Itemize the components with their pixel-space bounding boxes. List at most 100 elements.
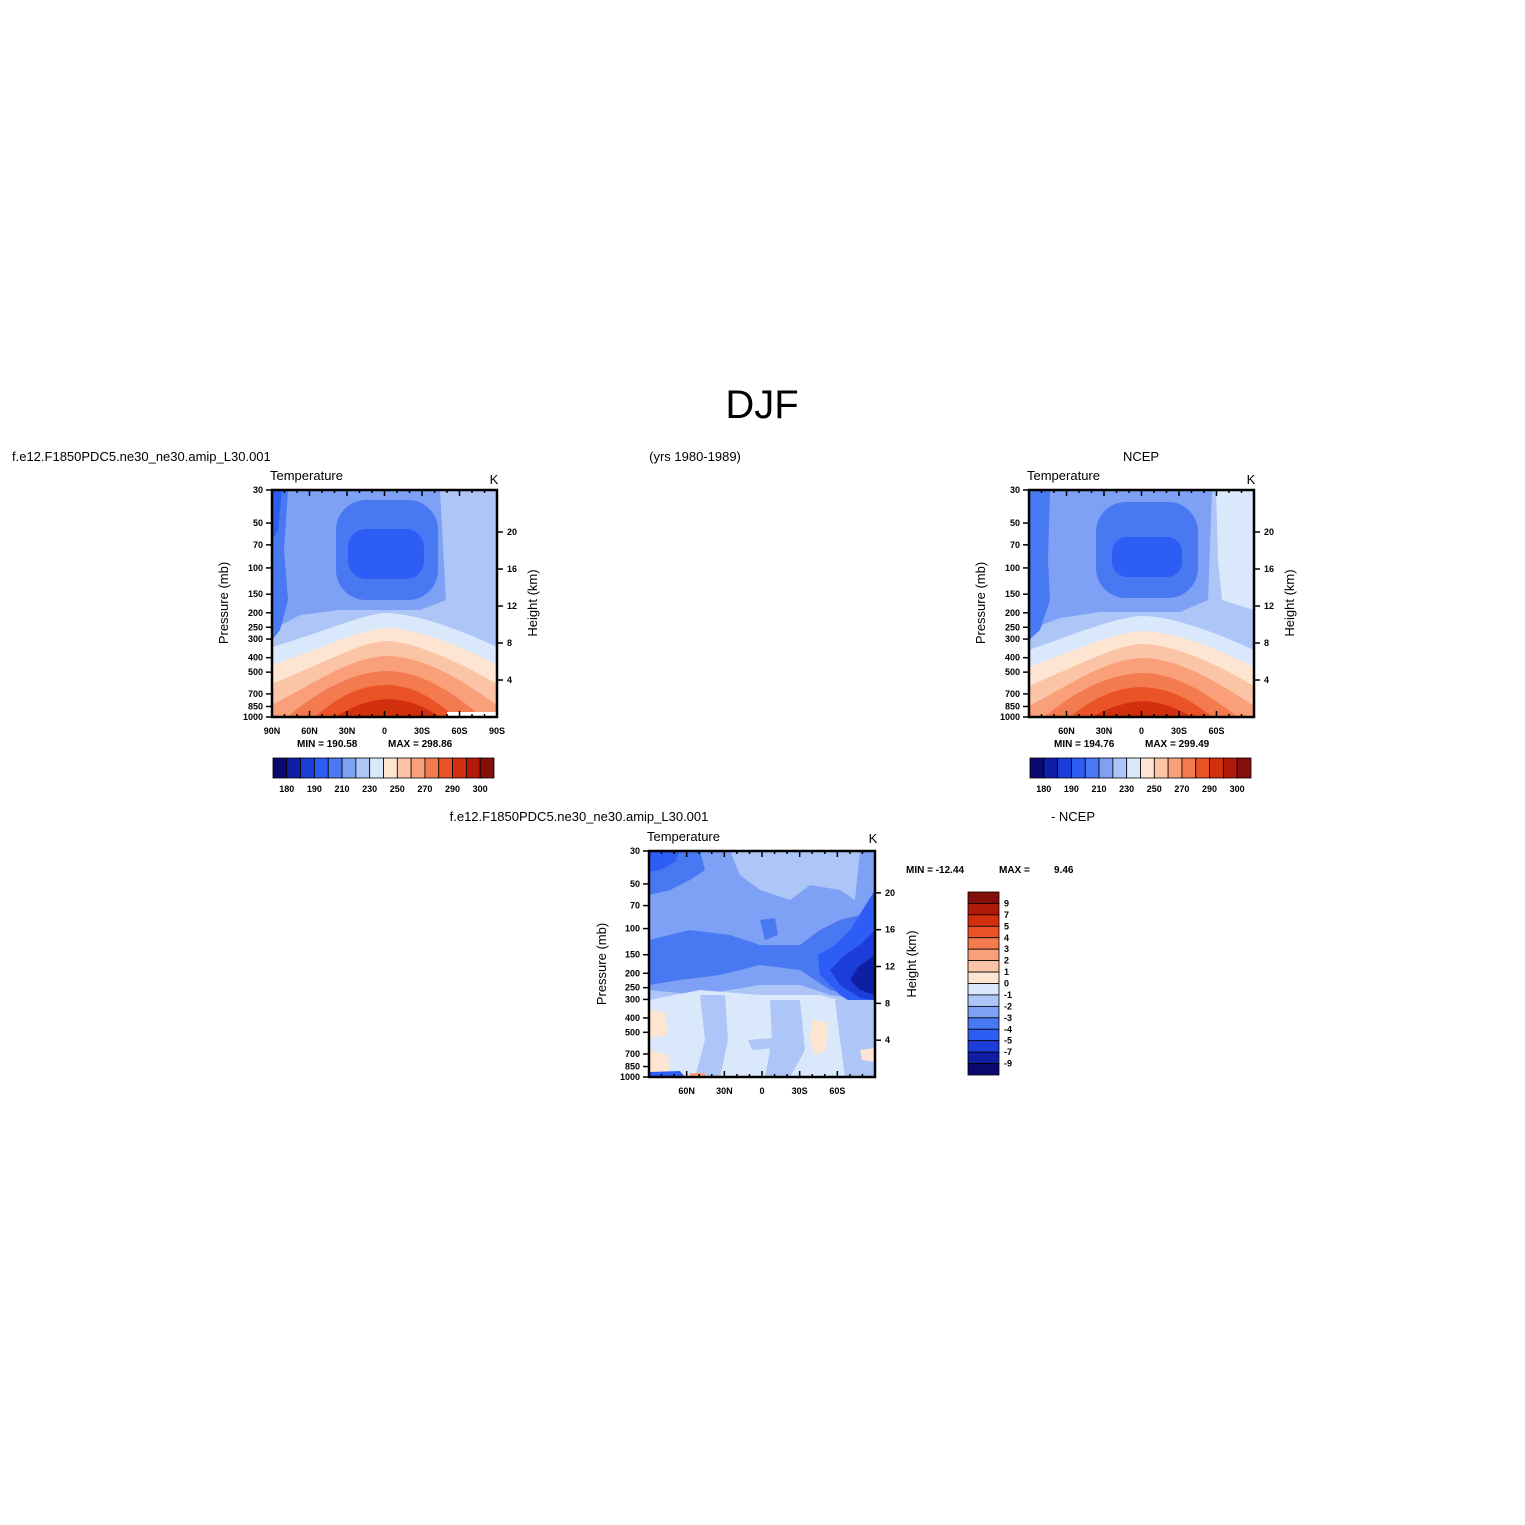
y-tick-label: 30 (253, 485, 263, 495)
y-tick-label: 700 (1005, 689, 1020, 699)
x-tick-label: 60N (1058, 726, 1075, 736)
y-tick-label: 1000 (1000, 712, 1020, 722)
colorbar-tick-label: -1 (1004, 990, 1012, 1000)
y2-tick-label: 20 (885, 888, 895, 898)
colorbar-tick-label: 5 (1004, 921, 1009, 931)
y-tick-label: 250 (1005, 622, 1020, 632)
colorbar-swatch (1209, 757, 1224, 779)
obs-contour-field (1029, 490, 1254, 717)
colorbar-tick-label: 1 (1004, 967, 1009, 977)
diff-units: K (869, 831, 878, 846)
y2-tick-label: 4 (885, 1035, 890, 1045)
years-label: (yrs 1980-1989) (649, 449, 741, 464)
colorbar-tick-label: -2 (1004, 1001, 1012, 1011)
y2-tick-label: 4 (507, 675, 512, 685)
colorbar-tick-label: 270 (1174, 784, 1189, 794)
colorbar-swatch (967, 914, 1000, 927)
y2-tick-label: 8 (1264, 638, 1269, 648)
colorbar-swatch (967, 1017, 1000, 1030)
colorbar-swatch (465, 757, 481, 779)
model-units: K (490, 472, 499, 487)
obs-y2label: Height (km) (1282, 569, 1297, 636)
colorbar-tick-label: 180 (1036, 784, 1051, 794)
colorbar-tick-label: 3 (1004, 944, 1009, 954)
obs-y2-ticks: 20 16 12 8 4 (1254, 527, 1274, 685)
y-tick-label: 150 (248, 589, 263, 599)
y-tick-label: 30 (630, 846, 640, 856)
y2-tick-label: 4 (1264, 675, 1269, 685)
y-tick-label: 30 (1010, 485, 1020, 495)
colorbar-swatch (967, 1040, 1000, 1053)
page-title: DJF (725, 383, 798, 427)
colorbar-swatch (341, 757, 357, 779)
colorbar-swatch (1153, 757, 1169, 779)
y-tick-label: 300 (625, 994, 640, 1004)
obs-units: K (1247, 472, 1256, 487)
colorbar-tick-label: 230 (1119, 784, 1134, 794)
y-tick-label: 500 (1005, 667, 1020, 677)
colorbar-swatch (967, 1051, 1000, 1064)
colorbar-swatch (967, 937, 1000, 950)
y2-tick-label: 16 (1264, 564, 1274, 574)
x-tick-label: 30N (339, 726, 356, 736)
diff-min-label: MIN = -12.44 (906, 865, 965, 876)
y-tick-label: 500 (625, 1027, 640, 1037)
y2-tick-label: 16 (885, 925, 895, 935)
y-tick-label: 50 (253, 518, 263, 528)
colorbar-swatch (369, 757, 384, 779)
y-tick-label: 500 (248, 667, 263, 677)
diff-case-label: f.e12.F1850PDC5.ne30_ne30.amip_L30.001 (450, 809, 709, 824)
colorbar-tick-label: 210 (335, 784, 350, 794)
colorbar-tick-label: 230 (362, 784, 377, 794)
colorbar-tick-label: 0 (1004, 979, 1009, 989)
y-tick-label: 1000 (620, 1072, 640, 1082)
colorbar-swatch (967, 1063, 1000, 1076)
colorbar-tick-label: -5 (1004, 1036, 1012, 1046)
colorbar-swatch (424, 757, 440, 779)
colorbar-tick-label: 190 (307, 784, 322, 794)
y-tick-label: 400 (625, 1013, 640, 1023)
y-tick-label: 100 (1005, 563, 1020, 573)
colorbar-swatch (438, 757, 453, 779)
colorbar-swatch (967, 983, 1000, 996)
colorbar-swatch (1071, 757, 1086, 779)
obs-name-label: NCEP (1123, 449, 1159, 464)
y2-tick-label: 12 (885, 962, 895, 972)
obs-x-ticks: 60N 30N 0 30S 60S (1028, 490, 1255, 736)
y-tick-label: 700 (248, 689, 263, 699)
colorbar-swatch (1112, 757, 1128, 779)
colorbar-swatch (396, 757, 412, 779)
obs-ylabel: Pressure (mb) (973, 562, 988, 644)
colorbar-tick-label: 2 (1004, 956, 1009, 966)
y-tick-label: 70 (253, 540, 263, 550)
colorbar-swatch (1222, 757, 1238, 779)
colorbar-tick-label: 210 (1092, 784, 1107, 794)
y-tick-label: 200 (248, 608, 263, 618)
diff-ylabel: Pressure (mb) (594, 923, 609, 1005)
y-tick-label: 150 (625, 950, 640, 960)
colorbar-swatch (1084, 757, 1100, 779)
diff-y2label: Height (km) (904, 930, 919, 997)
y-tick-label: 50 (630, 879, 640, 889)
model-case-label: f.e12.F1850PDC5.ne30_ne30.amip_L30.001 (12, 449, 271, 464)
colorbar-tick-label: 290 (1202, 784, 1217, 794)
y2-tick-label: 16 (507, 564, 517, 574)
colorbar-swatch (1167, 757, 1183, 779)
y-tick-label: 250 (625, 983, 640, 993)
y-tick-label: 150 (1005, 589, 1020, 599)
y-tick-label: 300 (1005, 634, 1020, 644)
model-ylabel: Pressure (mb) (216, 562, 231, 644)
colorbar-swatch (1098, 757, 1114, 779)
y-tick-label: 850 (1005, 701, 1020, 711)
x-tick-label: 60N (301, 726, 318, 736)
obs-max-label: MAX = 299.49 (1145, 739, 1210, 750)
diff-max-value: 9.46 (1054, 865, 1074, 876)
colorbar-swatch (314, 757, 329, 779)
colorbar-tick-label: 9 (1004, 898, 1009, 908)
y-tick-label: 300 (248, 634, 263, 644)
y-tick-label: 200 (625, 968, 640, 978)
colorbar-tick-label: -4 (1004, 1024, 1012, 1034)
colorbar-swatch (1181, 757, 1197, 779)
